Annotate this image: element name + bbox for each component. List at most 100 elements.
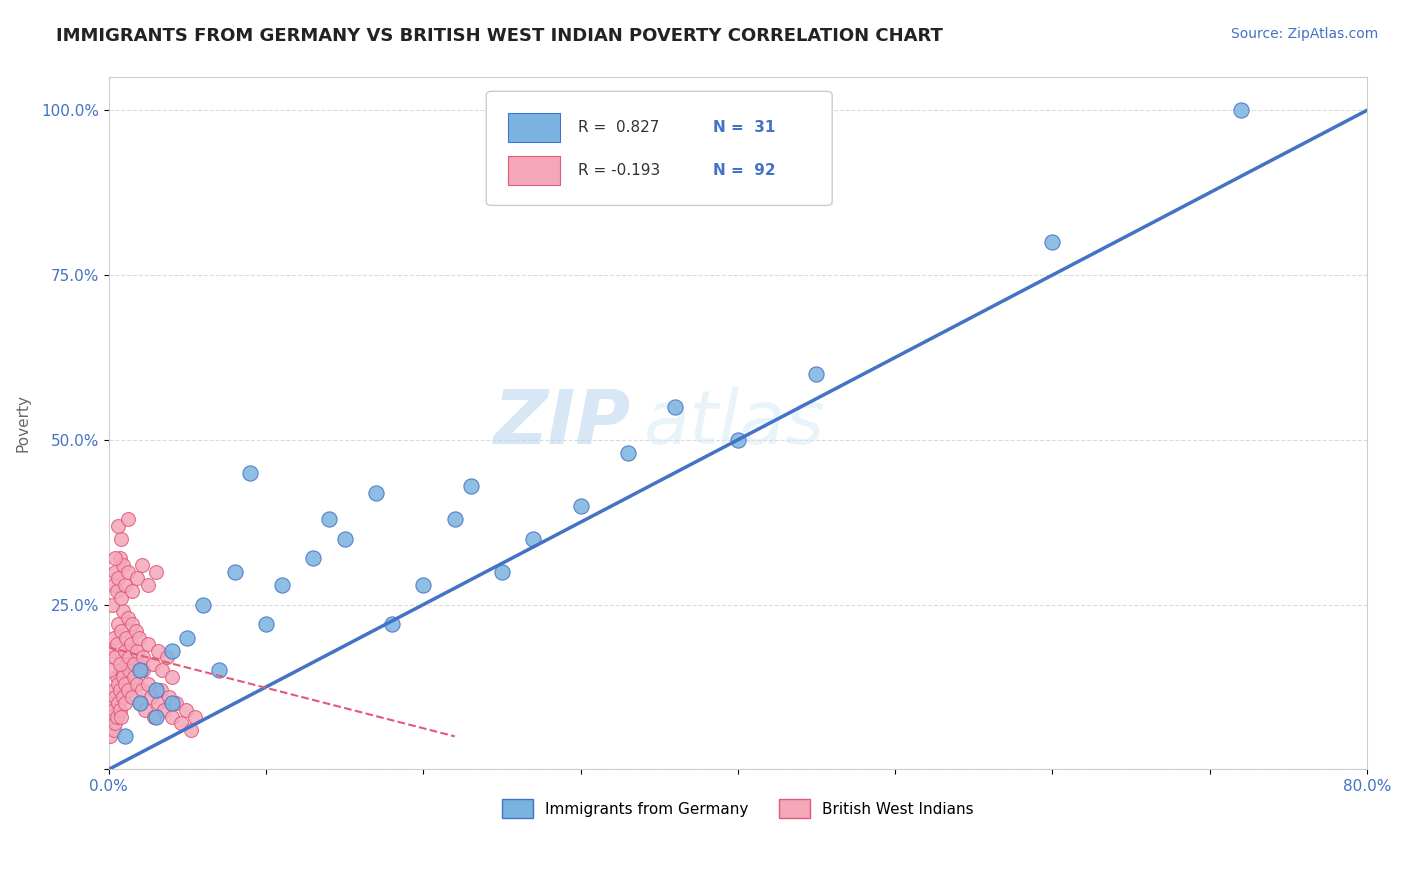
- Point: [127, 643, 149, 657]
- Legend: Immigrants from Germany, British West Indians: Immigrants from Germany, British West In…: [496, 793, 980, 824]
- Point: [145, 709, 167, 723]
- Point: [132, 650, 155, 665]
- Point: [160, 709, 183, 723]
- Point: [104, 716, 127, 731]
- Point: [103, 683, 125, 698]
- Point: [105, 584, 128, 599]
- Point: [110, 664, 132, 678]
- Point: [146, 643, 169, 657]
- Point: [184, 709, 207, 723]
- Point: [118, 650, 141, 665]
- Point: [145, 565, 167, 579]
- Point: [153, 703, 176, 717]
- Point: [101, 643, 124, 657]
- Point: [101, 697, 124, 711]
- Point: [157, 690, 180, 704]
- Point: [128, 657, 150, 671]
- Point: [1040, 235, 1063, 249]
- Point: [160, 643, 183, 657]
- Point: [143, 709, 166, 723]
- Point: [145, 683, 167, 698]
- Point: [132, 664, 155, 678]
- Point: [664, 400, 686, 414]
- Point: [115, 657, 138, 671]
- Text: N =  92: N = 92: [713, 162, 775, 178]
- Point: [412, 578, 434, 592]
- Point: [114, 730, 136, 744]
- FancyBboxPatch shape: [508, 112, 561, 142]
- Point: [108, 683, 131, 698]
- Point: [114, 676, 136, 690]
- Point: [131, 558, 153, 572]
- Point: [107, 518, 129, 533]
- Point: [111, 604, 134, 618]
- Point: [101, 598, 124, 612]
- Point: [100, 664, 122, 678]
- Point: [174, 703, 197, 717]
- Point: [107, 571, 129, 585]
- Point: [118, 664, 141, 678]
- Point: [103, 703, 125, 717]
- Point: [115, 631, 138, 645]
- Point: [121, 690, 143, 704]
- Point: [117, 611, 139, 625]
- Point: [160, 670, 183, 684]
- Point: [224, 565, 246, 579]
- Point: [165, 697, 187, 711]
- Point: [806, 367, 828, 381]
- Point: [127, 676, 149, 690]
- Point: [124, 624, 146, 638]
- Text: atlas: atlas: [644, 387, 825, 459]
- Point: [136, 578, 159, 592]
- Point: [124, 650, 146, 665]
- Point: [127, 571, 149, 585]
- Point: [120, 643, 142, 657]
- Point: [128, 631, 150, 645]
- Point: [131, 683, 153, 698]
- Point: [110, 591, 132, 605]
- Point: [150, 664, 173, 678]
- Point: [142, 657, 165, 671]
- Text: R = -0.193: R = -0.193: [578, 162, 661, 178]
- Point: [114, 697, 136, 711]
- Text: Source: ZipAtlas.com: Source: ZipAtlas.com: [1230, 27, 1378, 41]
- Point: [522, 532, 544, 546]
- Point: [110, 532, 132, 546]
- Point: [122, 657, 145, 671]
- Text: ZIP: ZIP: [494, 387, 631, 460]
- Point: [104, 565, 127, 579]
- Point: [1230, 103, 1253, 118]
- Point: [105, 637, 128, 651]
- Point: [193, 598, 215, 612]
- Point: [101, 709, 124, 723]
- Point: [107, 676, 129, 690]
- Point: [208, 664, 231, 678]
- Point: [107, 617, 129, 632]
- Point: [443, 512, 465, 526]
- Point: [108, 551, 131, 566]
- Point: [129, 697, 152, 711]
- Point: [333, 532, 356, 546]
- Point: [117, 565, 139, 579]
- Text: R =  0.827: R = 0.827: [578, 120, 659, 135]
- Point: [366, 485, 388, 500]
- Point: [111, 690, 134, 704]
- Y-axis label: Poverty: Poverty: [15, 394, 30, 452]
- Point: [104, 650, 127, 665]
- FancyBboxPatch shape: [508, 155, 561, 185]
- Point: [129, 664, 152, 678]
- Point: [103, 723, 125, 737]
- Point: [318, 512, 340, 526]
- Point: [727, 433, 749, 447]
- Point: [129, 697, 152, 711]
- Point: [121, 584, 143, 599]
- Point: [170, 716, 193, 731]
- Point: [110, 624, 132, 638]
- Point: [111, 558, 134, 572]
- Point: [104, 551, 127, 566]
- Point: [100, 730, 122, 744]
- FancyBboxPatch shape: [486, 91, 832, 205]
- Point: [114, 578, 136, 592]
- Point: [149, 683, 172, 698]
- Point: [239, 466, 262, 480]
